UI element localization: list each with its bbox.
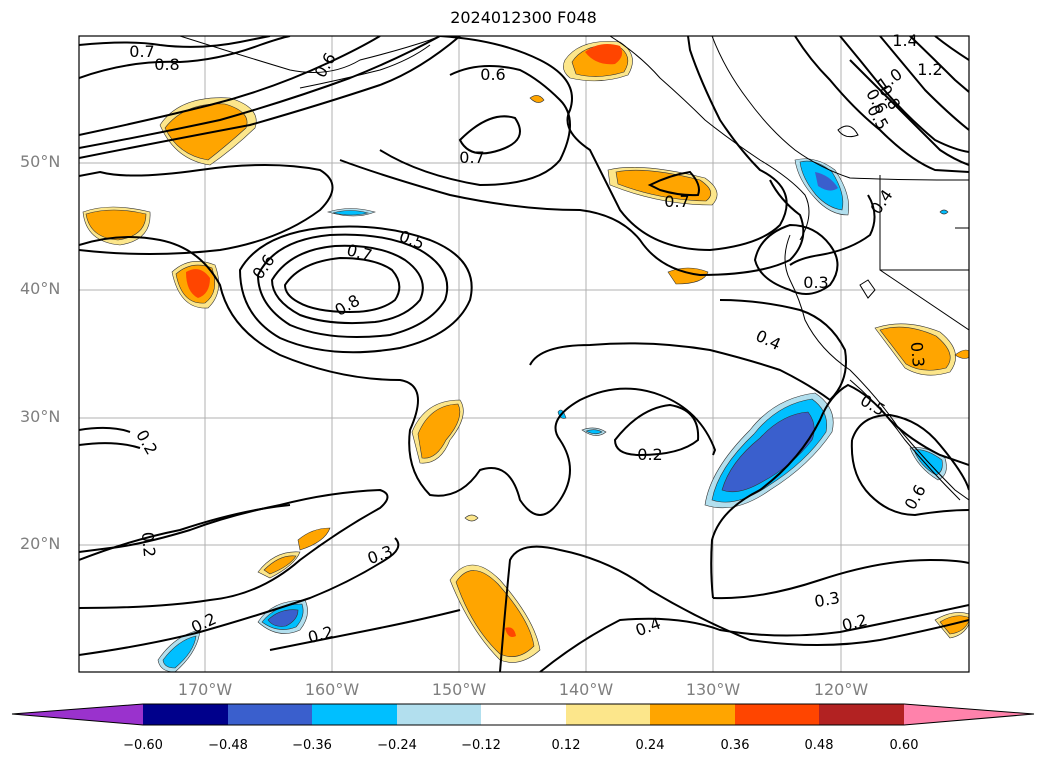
contour-label: 0.5	[397, 227, 427, 254]
lon-label-120w: 120°W	[813, 680, 869, 699]
lon-label-170w: 170°W	[177, 680, 233, 699]
colorbar-outline	[11, 703, 1035, 726]
contour-label: 0.2	[132, 426, 161, 458]
contour-label: 0.4	[633, 614, 663, 641]
colorbar-cell	[735, 704, 819, 725]
contour-label: 0.6	[901, 481, 930, 513]
colorbar-cell	[819, 704, 904, 725]
contour-label: 0.3	[365, 542, 395, 569]
lat-label-30: 30°N	[20, 407, 61, 426]
contour-label: 0.7	[129, 42, 154, 61]
map-title: 2024012300 F048	[450, 8, 597, 27]
colorbar-cell	[481, 704, 566, 725]
colorbar-cell	[228, 704, 312, 725]
colorbar-cell	[143, 704, 228, 725]
colorbar-tick: 0.12	[551, 738, 581, 753]
coastlines	[179, 36, 969, 501]
colorbar-cell	[650, 704, 735, 725]
contour-label: 0.6	[480, 65, 505, 84]
colorbar-tick: −0.24	[377, 738, 417, 753]
lon-label-160w: 160°W	[304, 680, 360, 699]
colorbar-cell	[397, 704, 481, 725]
colorbar-cell	[312, 704, 397, 725]
contour-label: 0.7	[345, 240, 375, 265]
contour-label: 0.2	[306, 622, 336, 647]
contour-label: 0.8	[331, 291, 363, 320]
colorbar-tick: 0.24	[635, 738, 665, 753]
contour-label: 1.2	[917, 60, 942, 79]
contour-label: 0.7	[459, 148, 484, 167]
contour-label: 0.3	[813, 588, 841, 611]
colorbar-cell	[566, 704, 650, 725]
contour-label: 0.7	[664, 192, 689, 211]
lon-label-140w: 140°W	[558, 680, 614, 699]
contour-label: 0.2	[840, 610, 870, 635]
colorbar-extend-low	[12, 704, 143, 725]
lon-label-150w: 150°W	[431, 680, 487, 699]
map-frame	[78, 35, 970, 673]
lat-label-40: 40°N	[20, 279, 61, 298]
colorbar-tick: −0.48	[208, 738, 248, 753]
contour-label: 0.3	[907, 341, 928, 368]
colorbar-tick: −0.36	[292, 738, 332, 753]
contour-label: 0.2	[637, 445, 662, 464]
lat-label-20: 20°N	[20, 534, 61, 553]
contour-label: 0.2	[138, 531, 159, 558]
contour-label: 0.4	[753, 326, 784, 354]
colorbar-tick: 0.36	[720, 738, 750, 753]
colorbar-tick: −0.12	[461, 738, 501, 753]
colorbar	[11, 703, 1035, 726]
colorbar-extend-high	[904, 704, 1034, 725]
contour-label: 0.8	[154, 55, 179, 74]
colorbar-tick: −0.60	[123, 738, 163, 753]
positive-shading	[82, 41, 969, 663]
contour-label: 0.6	[311, 49, 340, 81]
contour-label: 1.4	[892, 31, 917, 50]
contour-label: 0.4	[866, 186, 896, 218]
colorbar-tick: 0.48	[804, 738, 834, 753]
colorbar-tick: 0.60	[889, 738, 919, 753]
contour-label: 0.3	[803, 273, 828, 292]
lat-label-50: 50°N	[20, 152, 61, 171]
negative-shading	[157, 158, 949, 672]
lon-label-130w: 130°W	[685, 680, 741, 699]
contours	[79, 36, 969, 672]
